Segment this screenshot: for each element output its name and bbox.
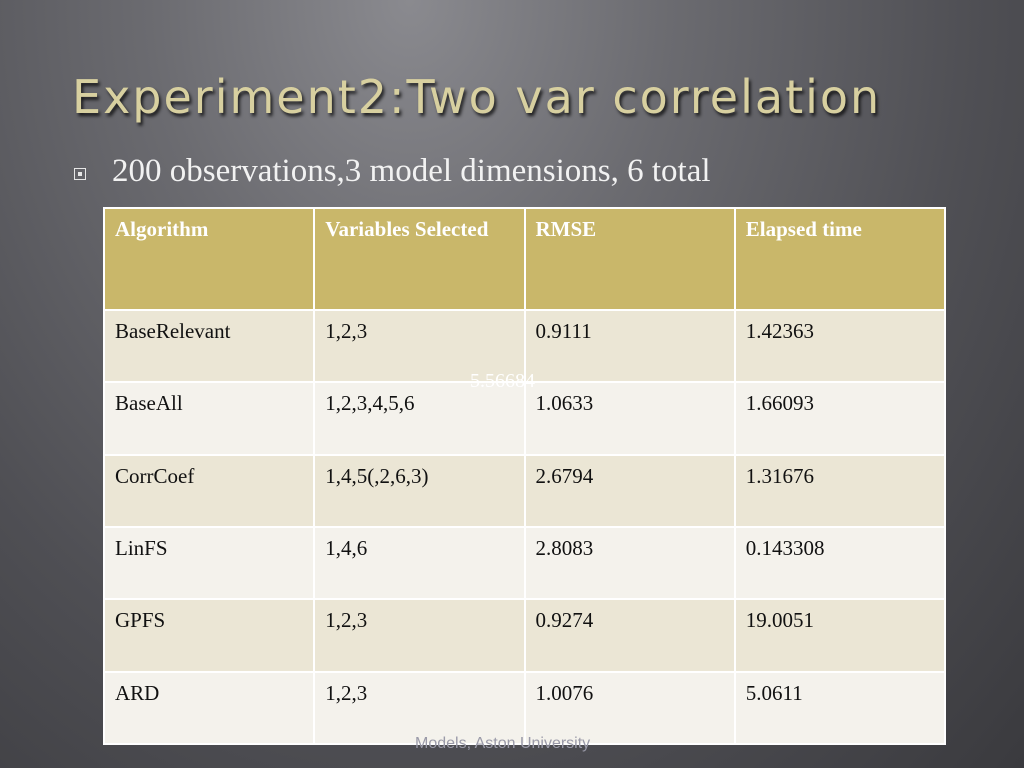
- cell-variables: 1,4,6: [313, 525, 526, 601]
- cell-elapsed: 1.42363: [733, 308, 947, 384]
- cell-algorithm: BaseRelevant: [102, 308, 316, 384]
- header-rmse: RMSE: [523, 207, 736, 311]
- cell-variables: 1,2,3: [313, 598, 526, 673]
- slide-footer: Models, Aston University: [415, 735, 591, 752]
- cell-rmse: 1.0633: [523, 381, 736, 456]
- table-row: ARD 1,2,3 1.0076 5.0611: [102, 670, 947, 746]
- cell-algorithm: CorrCoef: [102, 453, 316, 528]
- cell-variables: 1,2,3: [313, 308, 526, 384]
- table-row: GPFS 1,2,3 0.9274 19.0051: [102, 598, 947, 673]
- overlay-value-text: 5.56684: [470, 370, 535, 392]
- cell-elapsed: 1.66093: [733, 381, 947, 456]
- table-row: BaseRelevant 1,2,3 0.9111 1.42363: [102, 308, 947, 384]
- bullet-item: 200 observations,3 model dimensions, 6 t…: [74, 153, 711, 190]
- cell-rmse: 0.9274: [523, 598, 736, 673]
- cell-rmse: 0.9111: [523, 308, 736, 384]
- results-table: Algorithm Variables Selected RMSE Elapse…: [102, 207, 947, 746]
- cell-algorithm: BaseAll: [102, 381, 316, 456]
- cell-variables: 1,2,3,4,5,6: [313, 381, 526, 456]
- table-row: LinFS 1,4,6 2.8083 0.143308: [102, 525, 947, 601]
- header-variables-selected: Variables Selected: [313, 207, 526, 311]
- cell-algorithm: LinFS: [102, 525, 316, 601]
- cell-algorithm: ARD: [102, 670, 316, 746]
- table-row: CorrCoef 1,4,5(,2,6,3) 2.6794 1.31676: [102, 453, 947, 528]
- bullet-text: 200 observations,3 model dimensions, 6 t…: [112, 153, 711, 189]
- header-elapsed-time: Elapsed time: [733, 207, 947, 311]
- cell-elapsed: 5.0611: [733, 670, 947, 746]
- slide-title: Experiment2:Two var correlation: [72, 70, 882, 124]
- square-bullet-icon: [74, 167, 86, 180]
- cell-variables: 1,2,3: [313, 670, 526, 746]
- cell-variables: 1,4,5(,2,6,3): [313, 453, 526, 528]
- cell-rmse: 1.0076: [523, 670, 736, 746]
- cell-elapsed: 1.31676: [733, 453, 947, 528]
- table-row: BaseAll 1,2,3,4,5,6 1.0633 1.66093: [102, 381, 947, 456]
- table-header-row: Algorithm Variables Selected RMSE Elapse…: [102, 207, 947, 311]
- cell-algorithm: GPFS: [102, 598, 316, 673]
- cell-elapsed: 19.0051: [733, 598, 947, 673]
- cell-rmse: 2.8083: [523, 525, 736, 601]
- cell-rmse: 2.6794: [523, 453, 736, 528]
- header-algorithm: Algorithm: [102, 207, 316, 311]
- cell-elapsed: 0.143308: [733, 525, 947, 601]
